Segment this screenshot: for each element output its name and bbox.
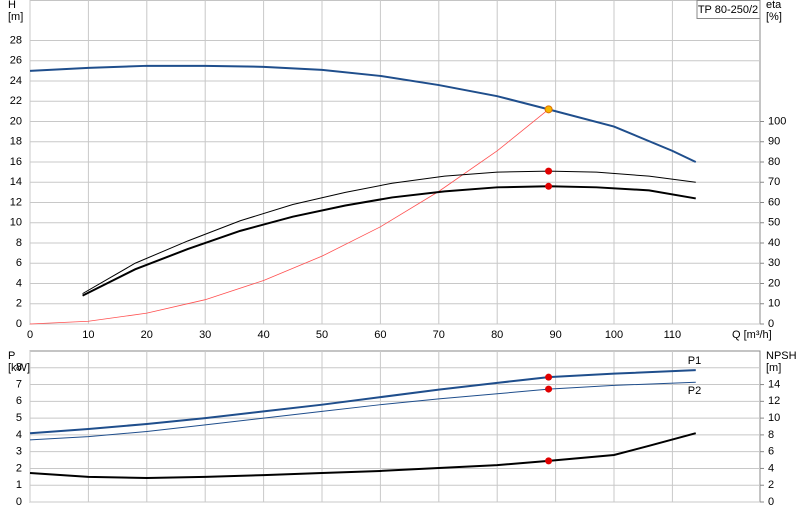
y2-tick-label: 30 xyxy=(768,257,780,269)
y-tick-label: 2 xyxy=(16,462,22,474)
series-line xyxy=(29,64,697,163)
y-tick-label: 0 xyxy=(16,318,22,330)
y2-tick-label: 50 xyxy=(768,217,780,229)
series-line xyxy=(29,369,696,435)
y2-axis-label: [%] xyxy=(766,11,782,23)
y-tick-label: 18 xyxy=(10,136,22,148)
x-axis-label: Q [m³/h] xyxy=(732,329,772,341)
y-tick-label: 7 xyxy=(16,378,22,390)
chart-title: TP 80-250/2 xyxy=(698,4,758,16)
y2-tick-label: 10 xyxy=(768,298,780,310)
y2-tick-label: 40 xyxy=(768,237,780,249)
y2-tick-label: 10 xyxy=(768,412,780,424)
y-tick-label: 26 xyxy=(10,55,22,67)
title-box xyxy=(696,0,761,19)
plot-area xyxy=(29,350,761,503)
y-tick-label: 2 xyxy=(16,298,22,310)
series-label: P2 xyxy=(688,385,701,397)
x-tick-label: 20 xyxy=(141,329,153,341)
y2-tick-label: 60 xyxy=(768,196,780,208)
y2-tick-label: 12 xyxy=(768,395,780,407)
series-line xyxy=(29,432,697,480)
y2-tick-label: 100 xyxy=(768,115,786,127)
y2-tick-label: 80 xyxy=(768,156,780,168)
x-tick-label: 70 xyxy=(433,329,445,341)
y2-tick-label: 20 xyxy=(768,277,780,289)
x-tick-label: 10 xyxy=(82,329,94,341)
y2-axis-label: eta xyxy=(766,0,782,11)
operating-point xyxy=(545,182,553,190)
y2-tick-label: 90 xyxy=(768,136,780,148)
y-tick-label: 24 xyxy=(10,75,22,87)
y-tick-label: 22 xyxy=(10,95,22,107)
y2-tick-label: 14 xyxy=(768,378,780,390)
y-tick-label: 20 xyxy=(10,115,22,127)
series-line xyxy=(29,381,696,441)
y-tick-label: 5 xyxy=(16,412,22,424)
y-tick-label: 8 xyxy=(16,362,22,374)
y-axis-label: [kW] xyxy=(8,362,30,374)
x-tick-label: 80 xyxy=(491,329,503,341)
y2-tick-label: 8 xyxy=(768,429,774,441)
y-tick-label: 14 xyxy=(10,176,22,188)
operating-point xyxy=(545,385,553,393)
x-tick-label: 100 xyxy=(605,329,623,341)
y-axis-label: [m] xyxy=(8,11,23,23)
operating-point xyxy=(545,373,553,381)
x-tick-label: 30 xyxy=(199,329,211,341)
y-tick-label: 6 xyxy=(16,395,22,407)
x-tick-label: 0 xyxy=(27,329,33,341)
y2-tick-label: 2 xyxy=(768,479,774,491)
series-label: P1 xyxy=(688,355,701,367)
operating-point xyxy=(544,105,553,114)
y-tick-label: 3 xyxy=(16,446,22,458)
y-tick-label: 10 xyxy=(10,217,22,229)
y-axis-label: H xyxy=(8,0,16,11)
y-tick-label: 0 xyxy=(16,496,22,508)
y-tick-label: 4 xyxy=(16,429,22,441)
series-line xyxy=(82,170,696,295)
y2-tick-label: 6 xyxy=(768,446,774,458)
y-tick-label: 16 xyxy=(10,156,22,168)
y-tick-label: 8 xyxy=(16,237,22,249)
y-tick-label: 12 xyxy=(10,196,22,208)
y2-tick-label: 0 xyxy=(768,318,774,330)
y2-axis-label: [m] xyxy=(766,362,781,374)
y2-tick-label: 4 xyxy=(768,462,774,474)
y-axis-label: P xyxy=(8,350,15,362)
y2-tick-label: 0 xyxy=(768,496,774,508)
y-tick-label: 6 xyxy=(16,257,22,269)
operating-point xyxy=(545,167,553,175)
y2-axis-label: NPSH xyxy=(766,350,797,362)
x-tick-label: 50 xyxy=(316,329,328,341)
x-tick-label: 90 xyxy=(549,329,561,341)
y-tick-label: 4 xyxy=(16,277,22,289)
y2-tick-label: 70 xyxy=(768,176,780,188)
y-tick-label: 1 xyxy=(16,479,22,491)
series-line xyxy=(82,185,696,297)
y-tick-label: 28 xyxy=(10,34,22,46)
series-line xyxy=(29,109,549,325)
x-tick-label: 60 xyxy=(374,329,386,341)
x-tick-label: 40 xyxy=(257,329,269,341)
x-tick-label: 110 xyxy=(664,329,682,341)
operating-point xyxy=(545,457,553,465)
